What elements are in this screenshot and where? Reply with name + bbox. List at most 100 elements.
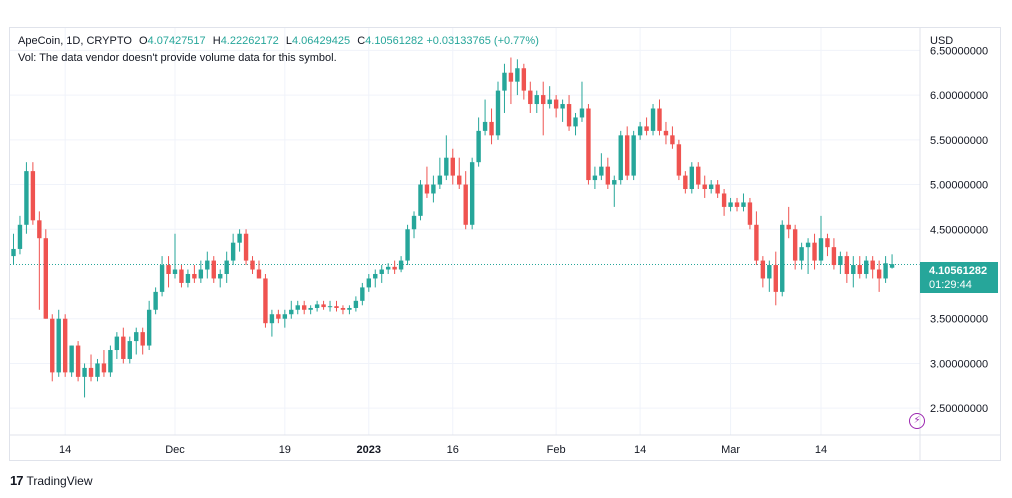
candle-body bbox=[728, 202, 733, 207]
candle-body bbox=[812, 242, 817, 261]
candle-body bbox=[134, 332, 139, 342]
candle-body bbox=[721, 193, 727, 207]
candle-body bbox=[786, 224, 791, 230]
bar-countdown: 01:29:44 bbox=[929, 279, 972, 291]
candle-body bbox=[541, 95, 546, 105]
y-tick-label: 5.00000000 bbox=[930, 180, 988, 192]
candle-body bbox=[889, 264, 895, 268]
candle-body bbox=[534, 95, 539, 105]
brand-name[interactable]: TradingView bbox=[26, 473, 93, 488]
candle-body bbox=[528, 90, 533, 105]
candle-body bbox=[88, 367, 94, 377]
candle-body bbox=[767, 265, 772, 279]
candle-body bbox=[857, 265, 862, 274]
candle-body bbox=[250, 260, 255, 270]
candle-body bbox=[708, 184, 714, 190]
candle-body bbox=[392, 266, 397, 270]
candle-body bbox=[625, 135, 630, 176]
lightning-icon[interactable]: ⚡ bbox=[909, 413, 925, 429]
candle-body bbox=[146, 309, 152, 346]
x-tick-label: 19 bbox=[279, 444, 291, 456]
candle-body bbox=[508, 72, 514, 82]
y-tick-label: 2.50000000 bbox=[930, 403, 988, 415]
candle-body bbox=[243, 233, 249, 261]
candle-body bbox=[373, 273, 378, 279]
candle-body bbox=[663, 130, 669, 136]
candle-body bbox=[876, 269, 882, 279]
candle-body bbox=[799, 247, 804, 261]
candle-body bbox=[780, 224, 785, 292]
candle-body bbox=[218, 273, 223, 279]
candle-body bbox=[334, 306, 339, 308]
candle-body bbox=[424, 184, 430, 194]
candle-body bbox=[82, 367, 87, 377]
candle-body bbox=[760, 260, 766, 279]
candle-body bbox=[347, 307, 352, 310]
candle-body bbox=[521, 68, 527, 91]
candle-body bbox=[676, 144, 682, 176]
candle-body bbox=[172, 269, 178, 274]
candle-body bbox=[864, 260, 869, 274]
open-value: 4.07427517 bbox=[147, 35, 206, 47]
symbol-label[interactable]: ApeCoin, 1D, CRYPTO bbox=[18, 35, 132, 47]
x-tick-label: Dec bbox=[165, 444, 185, 456]
candle-body bbox=[792, 229, 798, 261]
candle-body bbox=[198, 269, 204, 279]
candle-body bbox=[586, 108, 591, 181]
candle-body bbox=[327, 306, 333, 308]
candle-body bbox=[121, 336, 126, 359]
candle-body bbox=[851, 265, 856, 274]
candle-body bbox=[153, 291, 158, 310]
candle-body bbox=[411, 215, 417, 230]
volume-note: Vol: The data vendor doesn't provide vol… bbox=[18, 52, 337, 64]
candle-body bbox=[314, 304, 320, 308]
candle-body bbox=[818, 238, 824, 261]
change-value: +0.03133765 (+0.77%) bbox=[426, 35, 539, 47]
tradingview-logo-icon[interactable]: 17 bbox=[10, 473, 24, 488]
x-tick-label: 14 bbox=[634, 444, 646, 456]
candle-body bbox=[50, 318, 55, 373]
candle-body bbox=[495, 90, 501, 136]
candle-body bbox=[418, 184, 423, 216]
candle-body bbox=[256, 269, 262, 279]
close-value: 4.10561282 bbox=[365, 35, 424, 47]
footer: 17 TradingView bbox=[10, 473, 93, 488]
candle-body bbox=[379, 269, 384, 274]
candle-body bbox=[405, 229, 410, 261]
candle-body bbox=[605, 166, 611, 185]
candle-body bbox=[321, 304, 326, 308]
candle-body bbox=[747, 202, 753, 225]
candle-body bbox=[579, 108, 585, 118]
candles bbox=[11, 57, 895, 398]
candle-body bbox=[566, 104, 572, 127]
currency-label[interactable]: USD bbox=[930, 35, 954, 47]
candle-body bbox=[237, 233, 242, 243]
candle-body bbox=[385, 266, 391, 270]
x-tick-label: Feb bbox=[547, 444, 566, 456]
candle-body bbox=[276, 314, 281, 319]
candle-body bbox=[282, 314, 288, 319]
y-tick-label: 6.00000000 bbox=[930, 90, 988, 102]
x-tick-label: 16 bbox=[447, 444, 459, 456]
candle-body bbox=[295, 305, 300, 310]
candle-body bbox=[127, 341, 132, 359]
candle-body bbox=[192, 273, 197, 279]
candle-body bbox=[75, 345, 81, 377]
candle-body bbox=[24, 171, 29, 225]
candle-body bbox=[844, 256, 850, 274]
candle-body bbox=[114, 336, 120, 351]
candle-body bbox=[573, 117, 578, 127]
candle-body bbox=[560, 104, 565, 109]
candle-body bbox=[702, 184, 707, 190]
y-tick-label: 3.50000000 bbox=[930, 314, 988, 326]
candle-body bbox=[108, 350, 113, 373]
candle-body bbox=[302, 305, 307, 310]
open-label: O bbox=[138, 35, 148, 47]
candle-body bbox=[11, 248, 16, 257]
x-tick-label: 14 bbox=[815, 444, 827, 456]
low-value: 4.06429425 bbox=[292, 35, 351, 47]
low-label: L bbox=[285, 35, 292, 47]
candle-body bbox=[502, 72, 507, 91]
candle-body bbox=[308, 307, 313, 310]
